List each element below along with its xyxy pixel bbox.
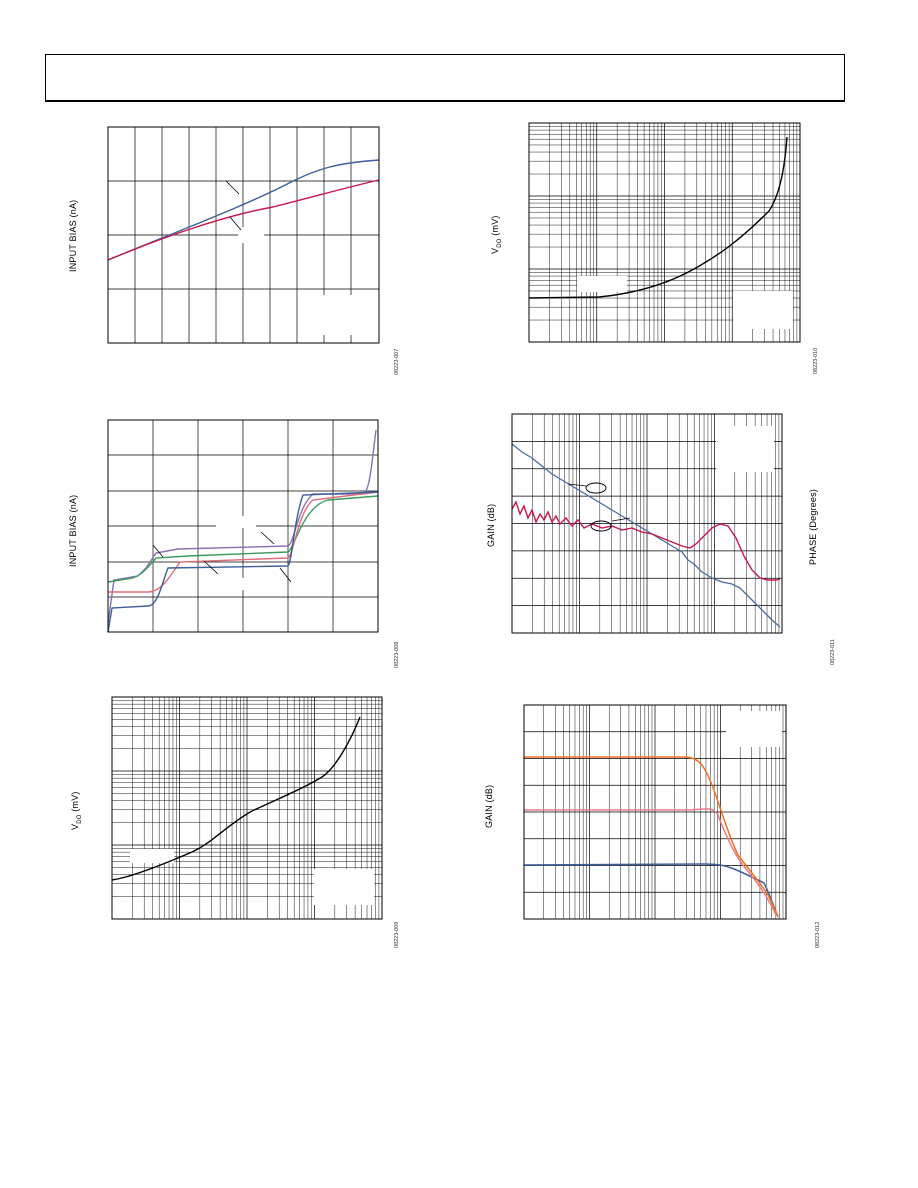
fig1-chart — [107, 126, 380, 344]
fig6-chart — [523, 704, 787, 920]
fig3-grid — [112, 697, 382, 919]
fig3-y-axis-label: VDO (mV) — [70, 791, 83, 830]
fig3-chart — [111, 696, 383, 920]
fig2-label-box-2 — [236, 578, 276, 590]
fig3-series-1 — [111, 716, 361, 881]
fig5-y-axis-label-right: PHASE (Degrees) — [808, 488, 818, 565]
fig5-arrow-1 — [567, 483, 587, 487]
fig5-arrow-2 — [611, 517, 631, 522]
fig5-figure-id: 08223-011 — [830, 639, 836, 665]
fig3-label-box — [130, 849, 174, 863]
fig6-series-mid — [524, 808, 777, 916]
fig6-grid — [524, 705, 786, 919]
fig5-legend-box — [716, 426, 774, 472]
fig2-chart — [107, 419, 379, 633]
fig6-legend-box — [726, 711, 782, 747]
fig3-legend-box — [314, 869, 374, 905]
fig5-series-gain — [511, 443, 781, 628]
fig1-arrow-2 — [229, 216, 242, 231]
fig2-label-box — [216, 516, 256, 528]
fig1-arrow-1 — [225, 180, 240, 195]
fig4-series-1 — [528, 136, 788, 299]
fig2-series-3 — [107, 495, 379, 583]
fig1-y-axis-label: INPUT BIAS (nA) — [68, 199, 78, 272]
fig3-figure-id: 08223-009 — [394, 921, 400, 948]
fig1-label-box — [238, 227, 264, 243]
fig2-arrow-3 — [203, 560, 219, 575]
fig2-arrow-1 — [152, 544, 164, 558]
fig1-series-1 — [107, 159, 380, 261]
fig2-arrow-4 — [279, 567, 292, 583]
fig4-label-box — [577, 276, 627, 292]
fig2-figure-id: 08223-008 — [394, 641, 400, 668]
fig5-marker-1 — [585, 482, 607, 494]
fig6-series-low — [523, 863, 779, 918]
fig1-series-2 — [107, 179, 380, 261]
page-header-box — [45, 54, 845, 102]
fig1-figure-id: 08223-007 — [394, 348, 400, 375]
fig2-legend-box — [334, 598, 372, 628]
fig2-arrow-2 — [260, 531, 275, 545]
fig6-y-axis-label: GAIN (dB) — [484, 784, 494, 828]
fig4-legend-box — [733, 291, 793, 329]
fig6-figure-id: 08223-012 — [815, 921, 821, 948]
fig4-chart — [528, 122, 801, 343]
fig5-chart — [511, 413, 783, 634]
fig1-legend-box — [314, 295, 370, 335]
fig5-series-phase — [511, 500, 781, 581]
fig2-series-4 — [107, 429, 377, 624]
fig5-y-axis-label: GAIN (dB) — [486, 503, 496, 547]
fig6-series-high — [524, 756, 779, 918]
fig4-figure-id: 08223-010 — [813, 347, 819, 374]
fig2-series-1 — [107, 491, 379, 633]
fig5-marker-2 — [590, 520, 612, 532]
fig4-y-axis-label: VDO (mV) — [490, 215, 503, 254]
fig2-series-2 — [108, 491, 379, 593]
fig2-y-axis-label: INPUT BIAS (nA) — [68, 494, 78, 567]
